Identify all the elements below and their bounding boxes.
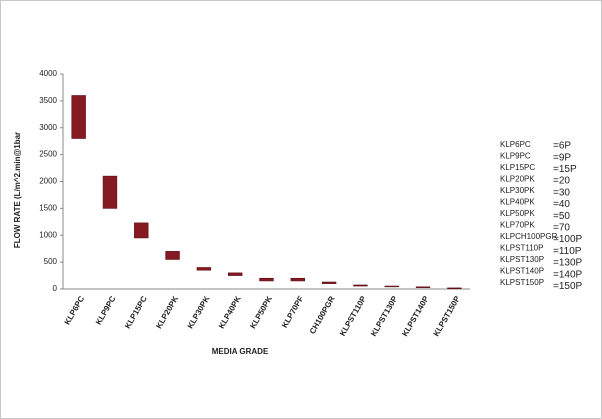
y-tick-label: 1500	[39, 203, 57, 212]
legend-code: KLP30PK	[500, 186, 535, 195]
bar	[415, 286, 431, 288]
legend-code: KLPST150P	[500, 278, 544, 287]
legend-code: KLP40PK	[500, 198, 535, 207]
legend-grade: =140P	[553, 269, 583, 280]
y-tick-label: 4000	[39, 69, 57, 78]
bar	[71, 95, 86, 139]
bar	[447, 287, 462, 290]
y-tick-label: 3500	[39, 96, 57, 105]
legend-code: KLP70PK	[500, 221, 535, 230]
legend-code: KLPST110P	[500, 244, 543, 253]
legend-code: KLPST130P	[500, 255, 544, 264]
bar	[165, 251, 180, 260]
legend-grade: =100P	[553, 234, 583, 245]
legend-code: KLPCH100PGR	[500, 232, 558, 241]
legend-grade: =40	[553, 199, 570, 210]
legend-code: KLP15PC	[500, 163, 535, 172]
bar	[321, 281, 337, 284]
legend-grade: =130P	[553, 258, 583, 269]
legend-code: KLPST140P	[500, 267, 544, 276]
x-axis-label: MEDIA GRADE	[212, 347, 269, 356]
legend-grade: =30	[553, 187, 570, 198]
bar	[134, 222, 149, 239]
y-tick-label: 2000	[39, 177, 57, 186]
y-tick-label: 500	[44, 257, 58, 266]
legend-code: KLP50PK	[500, 209, 535, 218]
legend-code: KLP6PC	[500, 140, 531, 149]
legend-grade: =20	[553, 176, 570, 187]
y-axis-label: FLOW RATE (L/m^2.min@1bar	[13, 132, 22, 248]
legend-grade: =70	[553, 223, 570, 234]
bar	[259, 277, 274, 282]
y-tick-label: 3000	[39, 123, 57, 132]
legend-grade: =15P	[553, 164, 577, 175]
bar	[102, 175, 118, 209]
bar	[353, 284, 368, 287]
y-tick-label: 1000	[39, 230, 57, 239]
legend-grade: =50	[553, 211, 570, 222]
legend-code: KLP20PK	[500, 175, 535, 184]
bar	[196, 267, 212, 271]
legend-code: KLP9PC	[500, 152, 531, 161]
legend-grade: =150P	[553, 281, 583, 292]
y-tick-label: 0	[53, 284, 58, 293]
legend-grade: =9P	[553, 152, 571, 163]
legend-grade: =110P	[553, 246, 582, 257]
bar	[228, 272, 243, 276]
legend-grade: =6P	[553, 141, 571, 152]
bar	[384, 285, 399, 288]
bar	[290, 277, 305, 282]
y-tick-label: 2500	[39, 150, 57, 159]
